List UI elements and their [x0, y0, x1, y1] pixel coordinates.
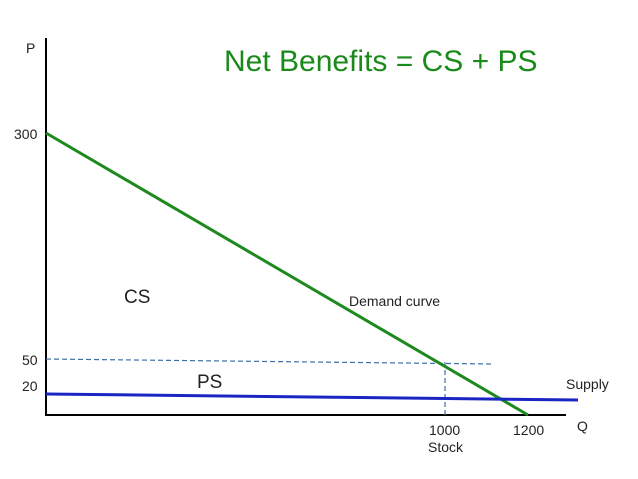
- y-tick-50: 50: [22, 352, 38, 368]
- y-axis-label: P: [26, 40, 36, 56]
- demand-curve: [45, 131, 529, 417]
- supply-curve: [45, 392, 579, 402]
- x-axis-label: Q: [577, 418, 588, 434]
- x-tick-stock-label: Stock: [428, 439, 464, 455]
- producer-surplus-label: PS: [197, 372, 223, 393]
- chart-title: Net Benefits = CS + PS: [224, 45, 538, 78]
- y-tick-300: 300: [14, 126, 38, 142]
- price-50-guide: [45, 358, 494, 365]
- x-tick-1000: 1000: [429, 422, 461, 438]
- supply-curve-label: Supply: [566, 376, 609, 392]
- x-tick-1200: 1200: [513, 422, 545, 438]
- y-tick-20: 20: [22, 378, 38, 394]
- consumer-surplus-label: CS: [124, 287, 151, 308]
- demand-curve-label: Demand curve: [349, 293, 441, 309]
